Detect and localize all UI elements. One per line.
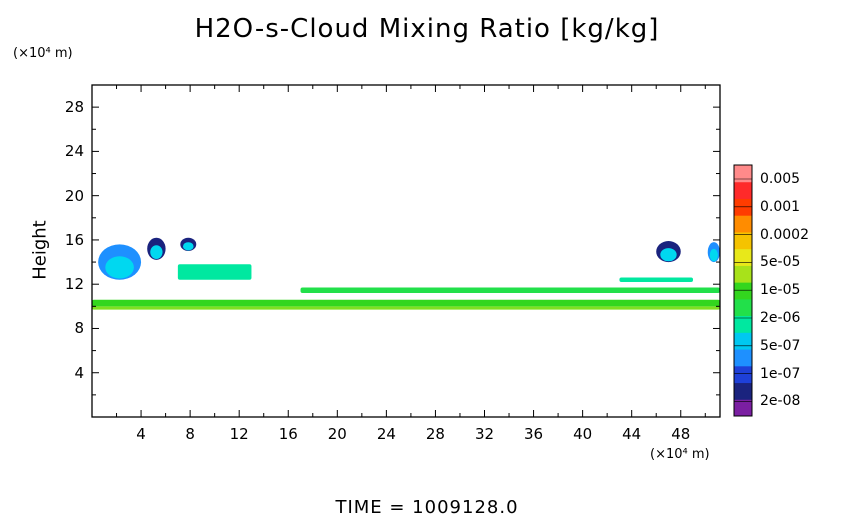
cloud-layer-1 xyxy=(92,299,720,307)
x-tick-label: 40 xyxy=(573,425,593,443)
x-tick-label: 48 xyxy=(671,425,691,443)
cloud-layer-0 xyxy=(92,306,720,310)
colorbar-label: 5e-05 xyxy=(760,254,801,271)
colorbar-label: 2e-06 xyxy=(760,310,801,326)
x-tick-label: 4 xyxy=(136,425,146,443)
cloud-patch-core-8 xyxy=(709,248,718,262)
colorbar-swatch-11 xyxy=(734,215,752,233)
colorbar-label: 5e-07 xyxy=(760,337,801,354)
cloud-patch-core-7 xyxy=(660,248,677,262)
cloud-patch-core-6 xyxy=(182,242,194,251)
colorbar-label: 1e-07 xyxy=(760,365,801,382)
x-axis-unit: (×10⁴ m) xyxy=(650,447,710,462)
cloud-layer-3 xyxy=(177,264,252,280)
x-tick-label: 12 xyxy=(229,425,249,443)
colorbar-swatch-10 xyxy=(734,231,752,250)
colorbar-label: 0.001 xyxy=(760,198,801,215)
y-tick-label: 20 xyxy=(64,186,84,205)
y-tick-label: 16 xyxy=(64,230,84,249)
x-tick-label: 24 xyxy=(376,425,396,443)
colorbar-label: 0.0002 xyxy=(760,226,809,243)
colorbar-swatch-7 xyxy=(734,282,752,300)
plot-frame xyxy=(91,84,721,418)
x-tick-label: 20 xyxy=(327,425,347,443)
time-footer: TIME = 1009128.0 xyxy=(335,497,519,518)
colorbar-swatch-0 xyxy=(734,399,752,417)
colorbar-swatch-2 xyxy=(734,365,752,384)
chart-title: H2O-s-Cloud Mixing Ratio [kg/kg] xyxy=(194,14,660,44)
y-tick-label: 12 xyxy=(64,275,84,294)
colorbar-swatch-4 xyxy=(734,332,752,350)
colorbar-label: 2e-08 xyxy=(760,393,801,410)
colorbar-swatch-8 xyxy=(734,265,752,283)
y-tick-label: 24 xyxy=(64,142,84,161)
y-axis-unit: (×10⁴ m) xyxy=(13,46,73,61)
x-tick-label: 44 xyxy=(622,425,642,443)
x-tick-label: 28 xyxy=(425,425,445,443)
y-tick-label: 8 xyxy=(74,319,84,338)
colorbar-swatch-1 xyxy=(734,382,752,400)
colorbar-swatch-5 xyxy=(734,315,752,333)
x-tick-label: 32 xyxy=(474,425,495,443)
colorbar-swatch-9 xyxy=(734,248,752,266)
colorbar-swatch-6 xyxy=(734,298,752,317)
colorbar-swatch-3 xyxy=(734,349,752,367)
x-tick-label: 36 xyxy=(524,425,544,443)
colorbar-label: 1e-05 xyxy=(760,282,801,299)
cloud-patch-core-4 xyxy=(105,256,134,279)
colorbar-label: 0.005 xyxy=(760,171,801,187)
y-tick-label: 4 xyxy=(74,363,84,382)
cloud-layer-9 xyxy=(619,277,694,282)
cloud-patch-core-5 xyxy=(150,245,163,260)
x-tick-label: 8 xyxy=(185,425,195,443)
colorbar-swatch-13 xyxy=(734,181,752,199)
colorbar-swatch-14 xyxy=(734,165,752,183)
x-tick-label: 16 xyxy=(278,425,298,443)
y-tick-label: 28 xyxy=(64,98,84,117)
cloud-layer-2 xyxy=(300,287,720,294)
